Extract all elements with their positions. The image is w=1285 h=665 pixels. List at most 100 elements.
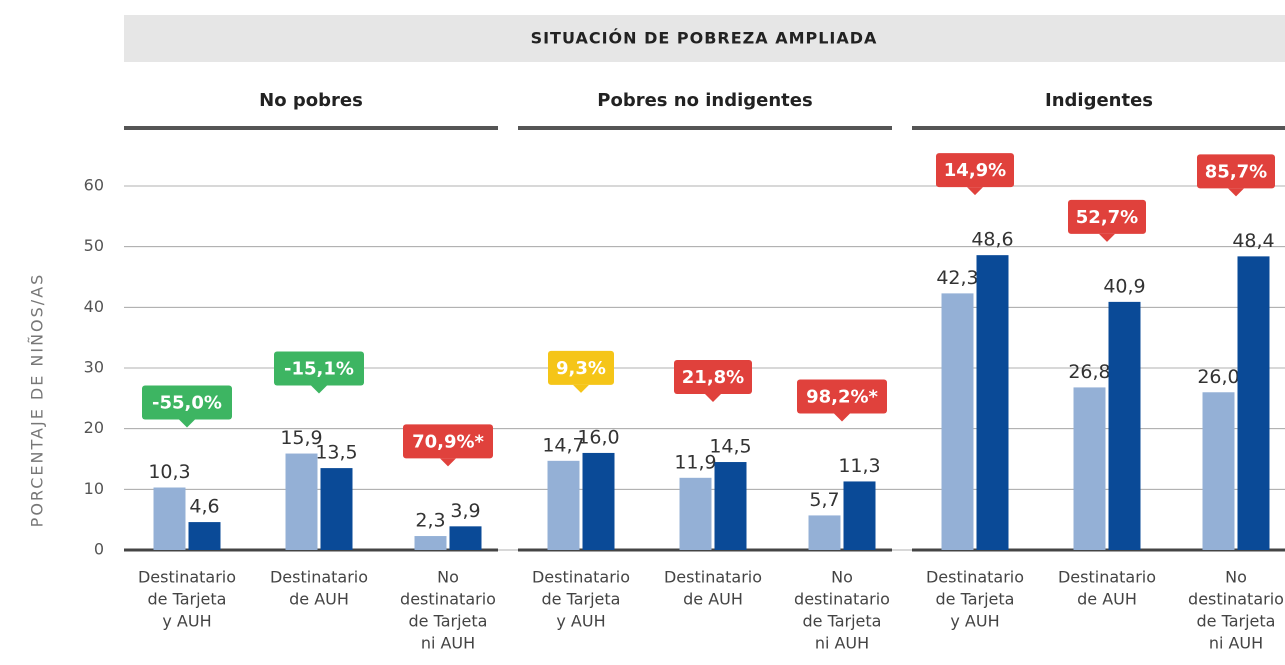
x-tick-label: de Tarjeta — [542, 590, 621, 609]
x-tick-label: y AUH — [950, 612, 999, 631]
x-tick-label: No — [437, 568, 459, 587]
callout-pointer — [705, 394, 721, 403]
y-tick-label: 0 — [94, 540, 104, 559]
bar — [582, 452, 615, 550]
x-tick-label: destinatario — [400, 590, 496, 609]
y-tick-label: 20 — [84, 418, 104, 437]
bar — [547, 460, 580, 550]
y-tick-label: 40 — [84, 297, 104, 316]
value-label: 42,3 — [936, 267, 978, 289]
callout-pointer — [1228, 188, 1244, 197]
callout — [1068, 199, 1146, 234]
x-tick-label: destinatario — [1188, 590, 1284, 609]
value-label: 14,5 — [709, 436, 751, 458]
bar — [1073, 387, 1106, 550]
x-tick-label: de AUH — [289, 590, 349, 609]
callout-label: 9,3% — [556, 358, 606, 379]
x-tick-label: y AUH — [556, 612, 605, 631]
header: SITUACIÓN DE POBREZA AMPLIADA — [531, 29, 878, 48]
value-label: 48,4 — [1232, 230, 1274, 252]
group-title: No pobres — [259, 90, 363, 111]
value-label: 13,5 — [315, 442, 357, 464]
bar — [941, 293, 974, 550]
header-band — [124, 15, 1285, 62]
callout — [936, 153, 1014, 188]
callout-pointer — [1099, 233, 1115, 242]
y-tick-label: 30 — [84, 358, 104, 377]
callout — [674, 360, 752, 395]
callout-pointer — [573, 384, 589, 393]
value-label: 4,6 — [189, 496, 219, 518]
value-label: 10,3 — [148, 461, 190, 483]
bar — [1108, 301, 1141, 550]
y-tick-label: 10 — [84, 479, 104, 498]
value-label: 11,9 — [674, 451, 716, 473]
value-label: 16,0 — [577, 426, 619, 448]
x-tick-label: de Tarjeta — [1197, 612, 1276, 631]
callout-pointer — [179, 419, 195, 428]
value-label: 26,8 — [1068, 361, 1110, 383]
callout-label: 14,9% — [944, 160, 1006, 181]
x-tick-label: Destinatario — [138, 568, 236, 587]
x-tick-label: de Tarjeta — [803, 612, 882, 631]
value-label: 40,9 — [1103, 275, 1145, 297]
callout-pointer — [311, 385, 327, 394]
x-tick-label: de Tarjeta — [148, 590, 227, 609]
value-label: 5,7 — [809, 489, 839, 511]
bar — [449, 526, 482, 550]
y-axis-label: PORCENTAJE DE NIÑOS/AS — [28, 273, 47, 528]
callout-label: 98,2%* — [806, 386, 878, 407]
bar — [285, 453, 318, 550]
callout — [274, 351, 364, 386]
x-tick-label: ni AUH — [421, 634, 475, 653]
value-label: 15,9 — [280, 427, 322, 449]
callout-label: -15,1% — [284, 359, 354, 380]
y-tick-label: 60 — [84, 176, 104, 195]
value-label: 26,0 — [1197, 366, 1239, 388]
bar — [808, 515, 841, 550]
callout — [797, 379, 887, 414]
value-label: 14,7 — [542, 434, 584, 456]
callout-pointer — [834, 413, 850, 422]
callout-label: -55,0% — [152, 393, 222, 414]
bar — [976, 255, 1009, 550]
value-label: 3,9 — [450, 500, 480, 522]
x-tick-label: Destinatario — [532, 568, 630, 587]
x-tick-label: No — [831, 568, 853, 587]
bar — [414, 536, 447, 550]
bar — [1237, 256, 1270, 550]
bar — [843, 481, 876, 550]
bar — [679, 477, 712, 550]
callout-label: 70,9%* — [412, 431, 484, 452]
x-tick-label: destinatario — [794, 590, 890, 609]
y-tick-label: 50 — [84, 236, 104, 255]
x-tick-label: Destinatario — [664, 568, 762, 587]
x-tick-label: ni AUH — [815, 634, 869, 653]
callout-label: 21,8% — [682, 367, 744, 388]
bar — [320, 468, 353, 550]
x-tick-label: de Tarjeta — [936, 590, 1015, 609]
bar — [153, 487, 186, 550]
callout-pointer — [967, 187, 983, 196]
callout — [1197, 154, 1275, 189]
callout-pointer — [440, 458, 456, 467]
x-tick-label: de AUH — [1077, 590, 1137, 609]
bar — [188, 522, 221, 550]
group-title: Indigentes — [1045, 90, 1153, 111]
callout — [142, 385, 232, 420]
callout — [548, 350, 614, 385]
x-tick-label: de Tarjeta — [409, 612, 488, 631]
value-label: 2,3 — [415, 510, 445, 532]
x-tick-label: y AUH — [162, 612, 211, 631]
value-label: 11,3 — [838, 455, 880, 477]
x-tick-label: No — [1225, 568, 1247, 587]
group-title: Pobres no indigentes — [597, 90, 812, 111]
callout — [403, 424, 493, 459]
callout-label: 52,7% — [1076, 207, 1138, 228]
callout-label: 85,7% — [1205, 161, 1267, 182]
x-tick-label: ni AUH — [1209, 634, 1263, 653]
value-label: 48,6 — [971, 229, 1013, 251]
bar — [714, 462, 747, 550]
